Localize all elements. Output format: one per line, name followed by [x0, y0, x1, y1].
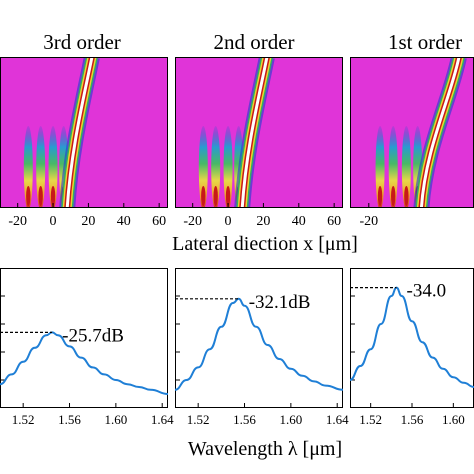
fringe-hotspot	[225, 186, 231, 206]
spectrum-axes: 1.52 1.56 1.60 1.64 -25.7dB 1.52 1.56 1.60 1.64 -…	[0, 268, 474, 427]
beam-core	[65, 57, 94, 208]
fringe-band	[198, 126, 208, 208]
fringe-band	[23, 126, 33, 208]
x-tick-label: 1.56	[233, 412, 256, 427]
spectrum-frame	[0, 268, 168, 408]
fringe-hotspot	[38, 186, 43, 206]
x-tick-label: 40	[292, 214, 306, 229]
fringe-hotspot	[404, 186, 409, 206]
spectrum-curve	[349, 286, 474, 388]
peak-label: -25.7dB	[62, 325, 124, 346]
x-tick-label: -20	[183, 214, 202, 229]
x-tick-label: 0	[50, 214, 57, 229]
spectrum-panel: 1.52 1.56 1.60 -34.0	[349, 268, 474, 427]
fringe-band	[223, 126, 233, 208]
spectrum-panel: 1.52 1.56 1.60 1.64 -32.1dB	[174, 268, 349, 427]
spectrum-curve	[0, 331, 169, 395]
x-tick-label: 1.52	[12, 412, 35, 427]
heatmap-panel-3rd-order	[0, 57, 168, 208]
fringe-hotspot	[377, 186, 383, 206]
heatmap-panel-1st-order	[350, 57, 474, 208]
fringe-band	[375, 126, 385, 208]
x-tick-label: 1.56	[58, 412, 81, 427]
fringe-band	[48, 126, 58, 208]
fringe-hotspot	[213, 186, 218, 206]
fringe-band	[388, 126, 398, 208]
x-tick-label: 1.60	[279, 412, 302, 427]
beam-core	[240, 57, 269, 208]
fringe-hotspot	[391, 186, 396, 206]
peak-label: -34.0	[407, 281, 447, 302]
fringe-band	[36, 126, 46, 208]
heatmap-panel-2nd-order	[175, 57, 343, 208]
heatmap-axes: -20 0 20 40 60 -20 0 20 40 60 -20	[0, 57, 474, 229]
x-tick-label: 1.64	[151, 412, 174, 427]
panel-title-2nd-order: 2nd order	[213, 30, 294, 54]
spectrum-frame	[175, 268, 343, 408]
spectrum-panel: 1.52 1.56 1.60 1.64 -25.7dB	[0, 268, 174, 427]
x-tick-label: 1.64	[326, 412, 349, 427]
x-tick-label: 20	[81, 214, 95, 229]
x-tick-label: 1.52	[187, 412, 210, 427]
x-tick-label: 1.60	[104, 412, 127, 427]
x-tick-label: 0	[225, 214, 232, 229]
fringe-band	[211, 126, 221, 208]
x-tick-label: 40	[117, 214, 131, 229]
fringe-band	[401, 126, 411, 208]
fringe-hotspot	[26, 186, 31, 206]
fringe-hotspot	[50, 186, 56, 206]
x-tick-label: 1.60	[442, 412, 465, 427]
spectrum-frame	[350, 268, 474, 408]
fringe-hotspot	[201, 186, 206, 206]
panel-title-1st-order: 1st order	[388, 30, 462, 54]
x-tick-label: 60	[152, 214, 166, 229]
x-tick-label: 20	[256, 214, 270, 229]
panel-title-3rd-order: 3rd order	[43, 30, 121, 54]
peak-label: -32.1dB	[249, 292, 311, 313]
x-tick-label: 1.52	[359, 412, 382, 427]
top-x-axis-label: Lateral diection x [μm]	[172, 233, 358, 255]
heatmap-frame	[175, 57, 343, 208]
x-tick-label: -20	[8, 214, 27, 229]
bottom-x-axis-label: Wavelength λ [μm]	[188, 438, 342, 460]
x-tick-label: 1.56	[401, 412, 424, 427]
heatmap-frame	[0, 57, 168, 208]
beam-core	[419, 57, 461, 208]
spectrum-curve	[174, 297, 344, 391]
x-tick-label: -20	[359, 214, 378, 229]
x-tick-label: 60	[327, 214, 341, 229]
